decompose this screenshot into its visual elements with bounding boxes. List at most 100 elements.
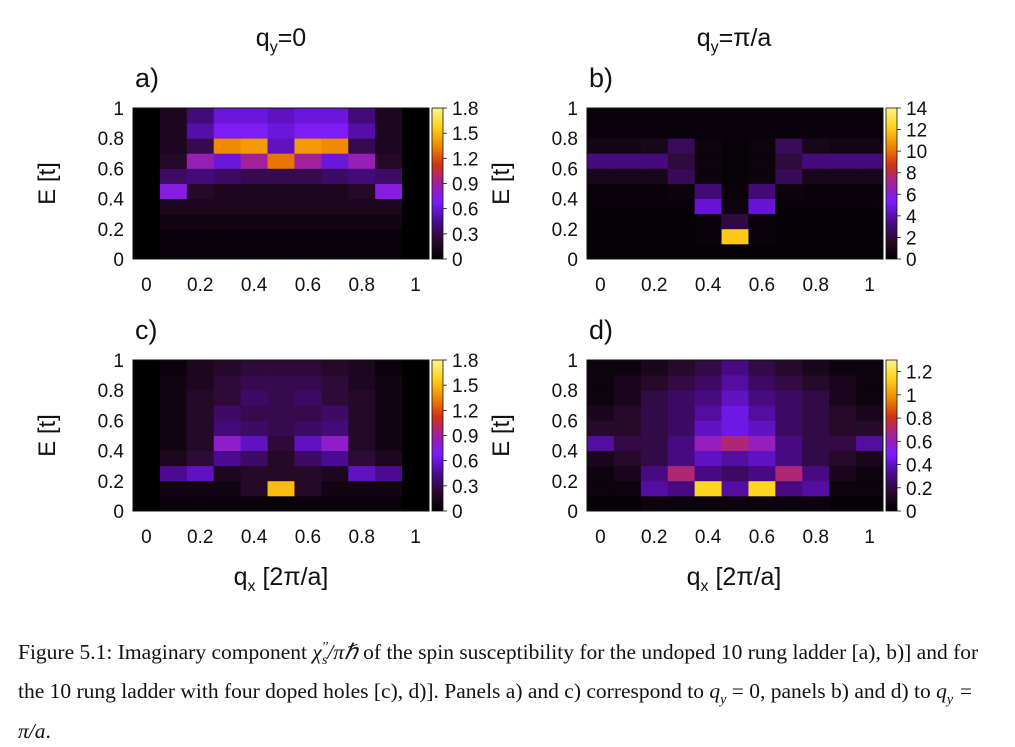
heatmap-cell — [186, 450, 215, 467]
heatmap-cell — [587, 228, 615, 245]
heatmap-cell — [802, 243, 830, 260]
heatmap-cell — [748, 495, 776, 512]
heatmap-cell — [856, 465, 884, 482]
heatmap-cell — [294, 450, 322, 467]
heatmap-cell — [856, 480, 884, 497]
heatmap-cell — [240, 435, 268, 451]
heatmap-cell — [802, 153, 830, 169]
heatmap-cell — [133, 213, 161, 230]
heatmap-cell — [321, 450, 349, 467]
heatmap-cell — [613, 213, 642, 230]
y-tick-label: 0.4 — [98, 190, 125, 211]
heatmap-cell — [640, 375, 669, 391]
heatmap-cell — [802, 390, 830, 406]
heatmap-cell — [856, 495, 884, 512]
heatmap-cell — [348, 465, 376, 482]
heatmap-cell — [240, 450, 268, 467]
heatmap-cell — [186, 108, 215, 124]
colorbar-tick-label: 0.8 — [906, 409, 932, 430]
heatmap-cell — [587, 243, 615, 260]
heatmap-cell — [240, 480, 268, 497]
heatmap-cell — [213, 243, 242, 260]
y-tick-label: 0.2 — [98, 472, 124, 493]
heatmap-cell — [613, 123, 642, 139]
heatmap-cell — [240, 123, 268, 139]
heatmap-cell — [348, 405, 376, 421]
heatmap-cell — [613, 450, 642, 467]
heatmap-cell — [802, 375, 830, 391]
heatmap-cell — [613, 243, 642, 260]
heatmap-cell — [240, 108, 268, 124]
heatmap-cell — [240, 360, 268, 376]
heatmap-cell — [802, 108, 830, 124]
heatmap-cell — [267, 405, 295, 421]
caption-between: , panels b) and d) to — [759, 679, 937, 704]
caption-middle: of the spin susceptibility for the undop… — [18, 640, 979, 704]
heatmap-cell — [694, 360, 722, 376]
heatmap-cell — [186, 243, 215, 260]
heatmap-cell — [402, 213, 430, 230]
heatmap-cell — [348, 243, 376, 260]
heatmap-cell — [748, 168, 776, 184]
heatmap-cell — [640, 390, 669, 406]
heatmap-cell — [667, 138, 696, 154]
heatmap-cell — [348, 390, 376, 406]
heatmap-cell — [402, 153, 430, 169]
heatmap-cell — [186, 360, 215, 376]
heatmap-cell — [294, 243, 322, 260]
heatmap-cell — [267, 360, 295, 376]
heatmap-cell — [321, 153, 349, 169]
heatmap-cell — [375, 108, 403, 124]
heatmap-cell — [267, 420, 295, 436]
colorbar-tick-label: 14 — [906, 99, 928, 120]
y-axis-label: E [t] — [488, 414, 515, 457]
y-axis-label: E [t] — [488, 162, 515, 205]
heatmap-cell — [402, 138, 430, 154]
heatmap-cell — [267, 435, 295, 451]
heatmap-cell — [829, 435, 857, 451]
heatmap-cell — [694, 465, 722, 482]
heatmap-cell — [640, 450, 669, 467]
heatmap-cell — [587, 360, 615, 376]
heatmap-cell — [748, 480, 776, 497]
heatmap-cell — [321, 390, 349, 406]
colorbar-tick-label: 10 — [906, 142, 927, 163]
plot-frame — [586, 359, 884, 512]
heatmap-cell — [802, 450, 830, 467]
heatmap-cell — [375, 405, 403, 421]
heatmap-cell — [159, 480, 188, 497]
heatmap-cell — [159, 183, 188, 199]
heatmap-cell — [802, 465, 830, 482]
heatmap-cell — [321, 168, 349, 184]
heatmap-cell — [856, 375, 884, 391]
heatmap-cell — [294, 465, 322, 482]
heatmap-cell — [375, 213, 403, 230]
heatmap-cell — [802, 435, 830, 451]
heatmap-cell — [856, 405, 884, 421]
heatmap-cell — [721, 108, 749, 124]
heatmap-cell — [133, 390, 161, 406]
heatmap-cell — [694, 168, 722, 184]
heatmap-cell — [587, 405, 615, 421]
heatmap-cell — [267, 123, 295, 139]
heatmap-cell — [321, 495, 349, 512]
heatmap-cell — [240, 243, 268, 260]
heatmap-cell — [694, 108, 722, 124]
heatmap-cell — [133, 495, 161, 512]
heatmap-cell — [213, 228, 242, 245]
heatmap-cell — [587, 420, 615, 436]
heatmap-cell — [613, 153, 642, 169]
heatmap-cell — [721, 360, 749, 376]
heatmap-cell — [613, 198, 642, 215]
x-tick-label: 0 — [141, 275, 152, 296]
heatmap-cell — [375, 168, 403, 184]
heatmap-cell — [587, 153, 615, 169]
heatmap-cell — [721, 168, 749, 184]
heatmap-cell — [402, 198, 430, 215]
heatmap-cell — [694, 138, 722, 154]
heatmap-cell — [721, 198, 749, 215]
heatmap-cell — [829, 183, 857, 199]
colorbar-tick-label: 0.6 — [452, 200, 478, 221]
heatmap-cell — [829, 138, 857, 154]
heatmap-cell — [402, 108, 430, 124]
